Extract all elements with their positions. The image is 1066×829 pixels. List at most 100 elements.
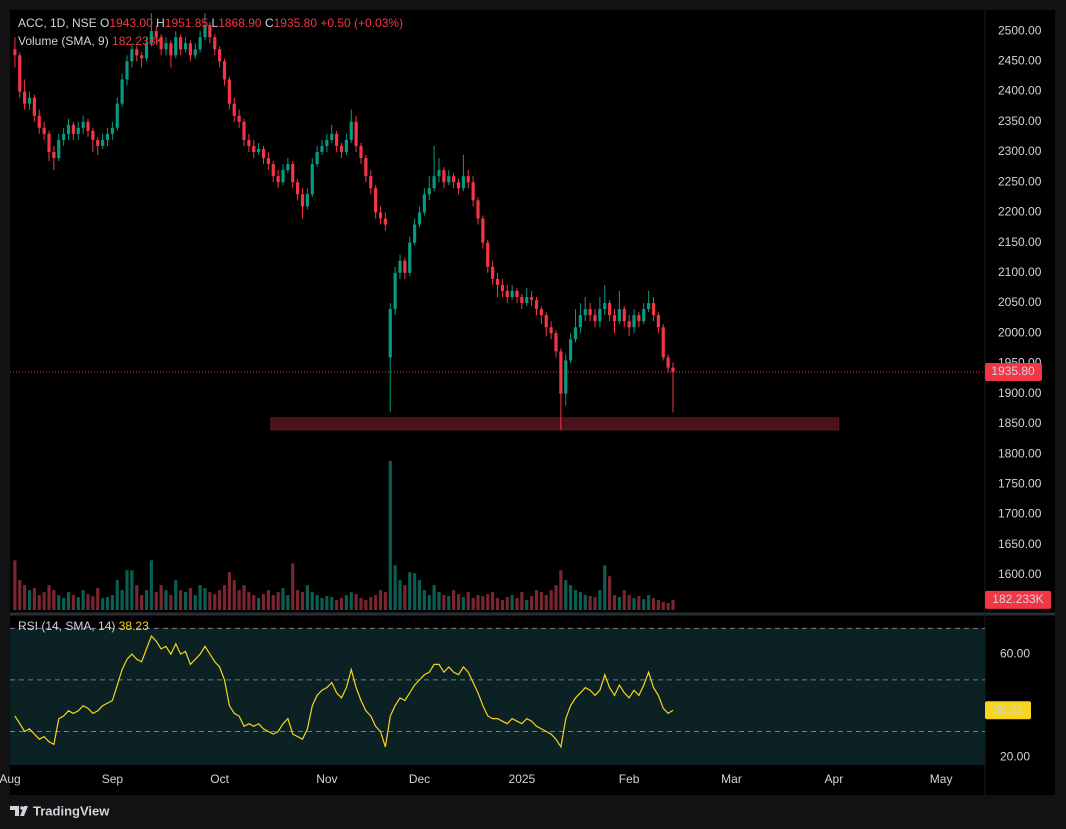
candle-body xyxy=(486,242,490,267)
volume-bar xyxy=(417,580,422,610)
volume-bar xyxy=(408,572,412,610)
volume-bar xyxy=(622,590,626,610)
candle-body xyxy=(398,260,402,273)
volume-bar xyxy=(174,580,178,610)
candle-body xyxy=(47,133,51,152)
volume-bar xyxy=(135,585,139,610)
candle-body xyxy=(115,103,119,128)
volume-bar xyxy=(398,580,402,610)
x-tick-label: Nov xyxy=(316,772,337,786)
volume-bar xyxy=(525,600,529,610)
rsi-tick-label: 60.00 xyxy=(1000,646,1030,660)
candle-body xyxy=(617,309,621,322)
logo-dot xyxy=(20,806,24,810)
candle-body xyxy=(413,224,417,243)
volume-sma-label: 182.233K xyxy=(992,592,1043,606)
candle-body xyxy=(164,43,168,50)
volume-bar xyxy=(198,585,202,610)
candle-body xyxy=(403,260,407,273)
candle-body xyxy=(632,315,636,328)
candle-body xyxy=(276,176,280,183)
brand: TradingView xyxy=(33,803,110,818)
h-label: H xyxy=(156,16,165,30)
candle-body xyxy=(369,176,373,189)
candle-body xyxy=(364,158,368,177)
candle-body xyxy=(213,37,217,50)
rsi-title: RSI (14, SMA, 14) xyxy=(18,619,115,633)
candle-body xyxy=(237,115,241,122)
y-tick-label: 2450.00 xyxy=(998,54,1042,68)
candle-body xyxy=(491,266,495,279)
candle-body xyxy=(91,130,95,140)
volume-bar xyxy=(413,573,417,610)
volume-bar xyxy=(617,597,621,610)
candle-body xyxy=(96,139,100,146)
candle-body xyxy=(408,242,412,273)
logo xyxy=(10,806,28,816)
volume-bar xyxy=(237,590,241,610)
candle-body xyxy=(349,121,353,140)
y-tick-label: 1750.00 xyxy=(998,476,1042,490)
candle-body xyxy=(539,309,543,316)
volume-bar xyxy=(247,592,251,610)
candle-body xyxy=(666,357,670,368)
candle-body xyxy=(374,188,378,213)
volume-bar xyxy=(130,570,134,610)
candle-body xyxy=(520,297,524,304)
volume-bar xyxy=(642,599,646,610)
candle-body xyxy=(578,315,582,328)
candle-body xyxy=(598,309,602,322)
volume-title: Volume (SMA, 9) xyxy=(18,34,109,48)
x-tick-label: Apr xyxy=(825,772,844,786)
volume-bar xyxy=(300,592,305,610)
candle-body xyxy=(466,176,470,183)
candle-body xyxy=(378,212,383,219)
candle-body xyxy=(281,170,285,183)
volume-bar xyxy=(554,585,558,610)
candle-body xyxy=(388,309,392,358)
rsi-band xyxy=(10,628,985,765)
candle-body xyxy=(437,170,441,177)
candle-body xyxy=(18,55,22,92)
candle-body xyxy=(359,145,363,159)
volume-bar xyxy=(369,597,373,610)
volume-bar xyxy=(344,595,348,610)
volume-bar xyxy=(47,585,51,610)
candle-body xyxy=(495,278,500,285)
y-tick-label: 1900.00 xyxy=(998,386,1042,400)
volume-bar xyxy=(583,595,587,610)
volume-bar xyxy=(164,590,168,610)
candle-body xyxy=(305,194,309,207)
candle-body xyxy=(417,212,422,225)
candle-body xyxy=(588,309,592,316)
volume-bar xyxy=(578,592,582,610)
volume-bar xyxy=(573,590,578,610)
y-tick-label: 1800.00 xyxy=(998,446,1042,460)
volume-bar xyxy=(261,594,266,610)
volume-bar xyxy=(105,597,110,610)
candle-body xyxy=(257,148,261,152)
candle-body xyxy=(27,97,32,104)
y-tick-label: 1850.00 xyxy=(998,416,1042,430)
last-price-box xyxy=(985,363,1042,382)
volume-bar xyxy=(505,597,509,610)
volume-bar xyxy=(325,596,329,610)
volume-bar xyxy=(310,592,314,610)
candle-body xyxy=(66,124,71,134)
candle-body xyxy=(452,176,456,183)
rsi-tick-label: 20.00 xyxy=(1000,749,1030,763)
volume-bar xyxy=(169,595,173,610)
l-label: L xyxy=(212,16,219,30)
volume-bar xyxy=(203,588,207,610)
volume-bar xyxy=(296,590,300,610)
candle-body xyxy=(612,315,617,322)
candle-body xyxy=(500,284,504,291)
candle-body xyxy=(76,127,80,134)
volume-bar xyxy=(66,592,71,610)
volume-sma-box xyxy=(985,590,1051,609)
volume-bar xyxy=(374,595,378,610)
candle-body xyxy=(42,127,46,134)
rsi-legend: RSI (14, SMA, 14) 38.23 xyxy=(18,619,149,633)
volume-bar xyxy=(252,595,256,610)
candle-body xyxy=(37,115,41,128)
